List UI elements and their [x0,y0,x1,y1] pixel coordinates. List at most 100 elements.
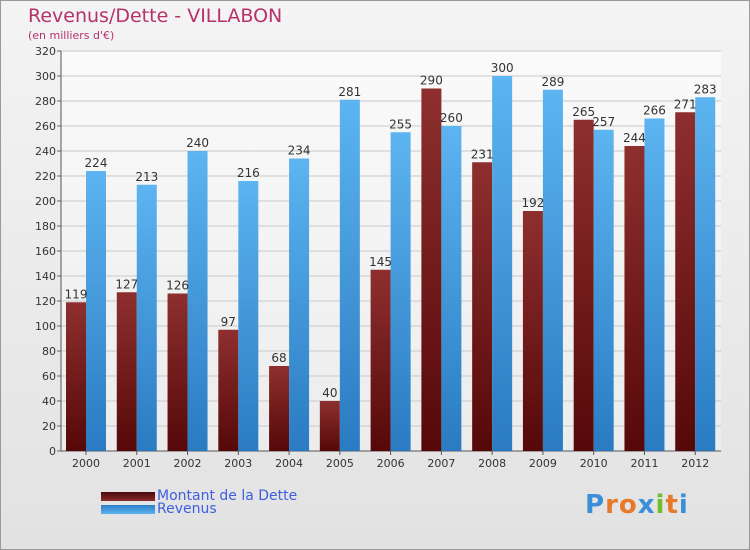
data-label-revenus-2000: 224 [85,156,108,170]
x-tick-label-2002: 2002 [174,457,202,470]
x-tick-label-2010: 2010 [580,457,608,470]
data-label-dette-2004: 68 [271,351,286,365]
bar-revenus-2012 [695,97,716,451]
y-tick-label: 120 [35,295,56,308]
x-tick-label-2006: 2006 [377,457,405,470]
bar-revenus-2003 [238,181,259,451]
x-tick-label-2007: 2007 [427,457,455,470]
legend-label-dette: Montant de la Dette [157,488,298,504]
bar-dette-2006 [370,269,391,451]
bar-revenus-2002 [187,151,208,451]
bar-revenus-2000 [86,171,106,451]
y-tick-label: 0 [49,445,56,458]
x-tick-label-2003: 2003 [224,457,252,470]
y-tick-label: 100 [35,320,56,333]
chart-title: Revenus/Dette - VILLABON [28,5,283,27]
legend-swatch-revenus [101,504,155,514]
data-label-dette-2009: 192 [521,196,544,210]
data-label-dette-2008: 231 [471,147,494,161]
y-tick-label: 140 [35,270,56,283]
chart-subtitle: (en milliers d'€) [28,29,115,42]
data-label-revenus-2003: 216 [237,166,260,180]
bar-revenus-2004 [289,158,310,451]
bar-dette-2003 [218,329,239,451]
data-label-dette-2007: 290 [420,74,443,88]
x-tick-label-2000: 2000 [72,457,100,470]
bar-dette-2004 [269,366,290,451]
proxiti-logo: Proxiti [585,490,689,520]
logo-letter: i [655,490,666,520]
y-tick-label: 300 [35,70,56,83]
logo-letter: o [618,490,638,520]
bar-revenus-2005 [339,99,360,451]
y-tick-label: 320 [35,45,56,58]
bar-dette-2009 [522,211,543,451]
bar-dette-2001 [116,292,137,451]
logo-letter: t [665,490,679,520]
bar-dette-2005 [319,401,340,451]
bar-revenus-2007 [441,126,462,451]
y-tick-label: 200 [35,195,56,208]
data-label-revenus-2008: 300 [491,61,514,75]
data-label-dette-2011: 244 [623,131,646,145]
data-label-revenus-2009: 289 [541,75,564,89]
data-label-dette-2005: 40 [322,386,337,400]
data-label-revenus-2001: 213 [135,170,158,184]
logo-letter: r [605,490,619,520]
data-label-dette-2001: 127 [115,277,138,291]
bar-dette-2007 [421,88,442,451]
logo-letter: x [637,490,656,520]
x-tick-label-2001: 2001 [123,457,151,470]
y-tick-label: 280 [35,95,56,108]
bar-revenus-2008 [492,76,513,451]
x-tick-label-2012: 2012 [681,457,709,470]
y-tick-label: 160 [35,245,56,258]
legend-item-dette: Montant de la Dette [101,488,297,504]
x-tick-label-2008: 2008 [478,457,506,470]
x-tick-label-2011: 2011 [630,457,658,470]
data-label-revenus-2004: 234 [288,144,311,158]
legend-swatch-dette [101,491,155,501]
data-label-revenus-2006: 255 [389,117,412,131]
y-tick-label: 260 [35,120,56,133]
x-tick-label-2009: 2009 [529,457,557,470]
bar-dette-2012 [675,112,696,451]
bar-revenus-2010 [593,129,614,451]
y-tick-label: 40 [42,395,56,408]
data-label-dette-2006: 145 [369,255,392,269]
logo-letter: i [678,490,689,520]
y-tick-label: 20 [42,420,56,433]
bar-dette-2008 [472,162,493,451]
y-tick-label: 240 [35,145,56,158]
bar-revenus-2009 [542,89,563,451]
y-tick-label: 220 [35,170,56,183]
data-label-revenus-2005: 281 [338,85,361,99]
legend-item-revenus: Revenus [101,501,217,517]
y-tick-label: 60 [42,370,56,383]
data-label-revenus-2011: 266 [643,104,666,118]
y-tick-label: 80 [42,345,56,358]
data-label-dette-2003: 97 [221,315,236,329]
logo-letter: P [585,490,606,520]
bar-dette-2010 [573,119,594,451]
bar-revenus-2001 [136,184,157,451]
data-label-revenus-2010: 257 [592,115,615,129]
data-label-revenus-2012: 283 [694,82,717,96]
data-label-dette-2000: 119 [65,287,88,301]
data-label-dette-2010: 265 [572,105,595,119]
data-label-dette-2012: 271 [674,97,697,111]
data-label-dette-2002: 126 [166,279,189,293]
bar-dette-2002 [167,293,188,451]
bar-revenus-2006 [390,132,411,451]
data-label-revenus-2007: 260 [440,111,463,125]
bar-dette-2011 [624,146,645,451]
bar-dette-2000 [66,302,86,451]
legend-label-revenus: Revenus [157,501,217,517]
x-tick-label-2004: 2004 [275,457,303,470]
data-label-revenus-2002: 240 [186,136,209,150]
x-tick-label-2005: 2005 [326,457,354,470]
bar-revenus-2011 [644,118,665,451]
y-tick-label: 180 [35,220,56,233]
